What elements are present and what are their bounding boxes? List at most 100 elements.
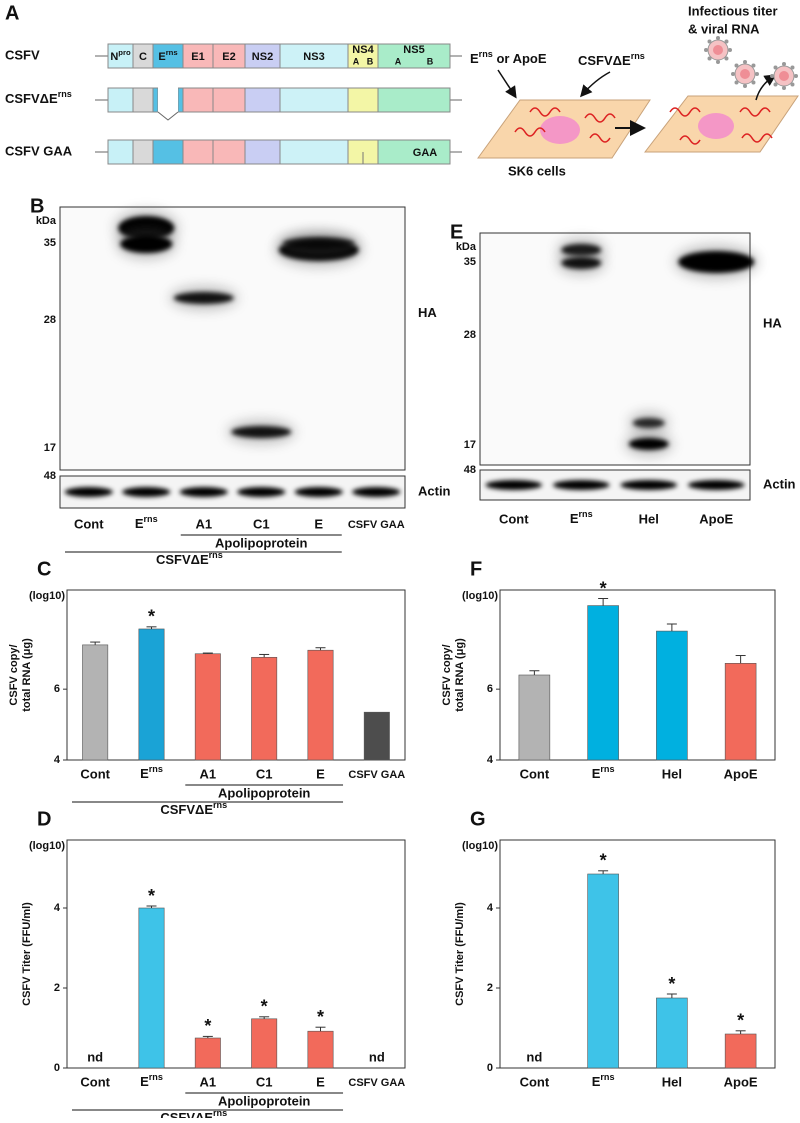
subunit-label: B [367, 56, 374, 66]
x-tick-label: Erns [140, 764, 163, 781]
actin-band [294, 487, 343, 497]
segment-label: NS5 [403, 44, 424, 56]
superscript: rns [600, 1072, 614, 1082]
segment [152, 139, 184, 165]
bar [518, 674, 551, 761]
cells-label: SK6 cells [508, 163, 566, 178]
superscript: rns [58, 89, 72, 99]
bar [587, 873, 619, 1069]
segment [279, 43, 349, 69]
virus-core [779, 71, 789, 81]
significance: * [204, 1016, 211, 1036]
virus-spike [751, 80, 756, 85]
group-label: CSFVΔErns [156, 550, 223, 567]
marker-label: 28 [44, 314, 56, 326]
y-tick-label: 2 [54, 982, 60, 994]
virus-spike [770, 74, 774, 78]
y-axis-label: total RNA (μg) [454, 638, 466, 712]
virus-spike [734, 63, 739, 68]
bar [194, 653, 221, 761]
y-unit: (log10) [29, 840, 65, 852]
y-tick-label: 0 [487, 1062, 493, 1074]
x-tick-label: Cont [520, 766, 550, 781]
x-tick-label: E [316, 766, 325, 781]
segment-label: E2 [222, 51, 235, 63]
significance: * [600, 851, 607, 871]
y-axis-label: CSFV copy/ [441, 644, 453, 705]
virus-label: CSFVΔErns [578, 51, 645, 68]
x-tick-label: Erns [140, 1072, 163, 1089]
segment-label: NS3 [303, 51, 324, 63]
band [628, 438, 669, 450]
panel-label: E [450, 221, 463, 243]
x-tick-label: Erns [592, 1072, 615, 1089]
bar [138, 907, 165, 1069]
panel-label: D [37, 808, 51, 830]
lane-label: ApoE [699, 511, 733, 526]
label-part: CSFVΔE [160, 802, 213, 817]
significance: * [261, 997, 268, 1017]
label-part: E [140, 1074, 149, 1089]
segment [152, 43, 184, 69]
plot-frame [499, 589, 776, 761]
x-tick-label: Hel [662, 766, 682, 781]
y-tick-label: 4 [54, 902, 61, 914]
significance: * [600, 578, 607, 598]
actin-band [485, 480, 543, 490]
rna [589, 133, 611, 143]
group-label: CSFVΔErns [160, 800, 227, 817]
construct-label: CSFV GAA [5, 143, 73, 158]
segment [182, 139, 214, 165]
significance: * [148, 607, 155, 627]
superscript: rns [579, 509, 593, 519]
virus-spike [790, 65, 795, 70]
plot-frame [66, 839, 406, 1069]
label-part: E [592, 1074, 601, 1089]
segment [182, 43, 214, 69]
bar [82, 644, 109, 761]
band [678, 251, 755, 273]
y-axis-label: total RNA (μg) [21, 638, 33, 712]
x-tick-label: ApoE [724, 766, 758, 781]
x-tick-label: C1 [256, 766, 273, 781]
segment-label: Npro [110, 48, 131, 63]
virus-spike [782, 62, 786, 66]
panel-label: F [470, 558, 482, 580]
y-axis-label: CSFV copy/ [8, 644, 20, 705]
actin-band [352, 487, 401, 497]
virus-spike [734, 80, 739, 85]
segment [107, 139, 134, 165]
readout-label: Infectious titer [688, 3, 778, 18]
lane-label: Erns [570, 509, 593, 526]
segment [279, 87, 349, 113]
significance: * [668, 974, 675, 994]
bar [363, 711, 390, 761]
gap [158, 87, 178, 113]
segment-label: C [139, 51, 147, 63]
rna [679, 135, 701, 145]
virus-spike [751, 63, 756, 68]
rna [514, 127, 546, 137]
virus-spike [716, 60, 720, 64]
segment [377, 139, 451, 165]
y-tick-label: 6 [54, 683, 60, 695]
label-part: or ApoE [493, 51, 547, 66]
rna [584, 113, 616, 123]
antibody-label: HA [418, 305, 437, 320]
virus-spike [755, 72, 759, 76]
nucleus [540, 116, 580, 144]
y-axis-label: CSFV Titer (FFU/ml) [21, 902, 33, 1006]
virus-spike [782, 86, 786, 90]
actin-band [179, 487, 228, 497]
readout-label: & viral RNA [688, 21, 760, 36]
segment [132, 87, 154, 113]
label-part: CSFVΔE [5, 91, 58, 106]
y-unit: (log10) [29, 590, 65, 602]
actin-band [620, 480, 678, 490]
segment [177, 87, 184, 113]
significance: * [317, 1007, 324, 1027]
x-tick-label: ApoE [724, 1074, 758, 1089]
segment [107, 87, 134, 113]
rna [739, 107, 771, 117]
segment [377, 87, 451, 113]
